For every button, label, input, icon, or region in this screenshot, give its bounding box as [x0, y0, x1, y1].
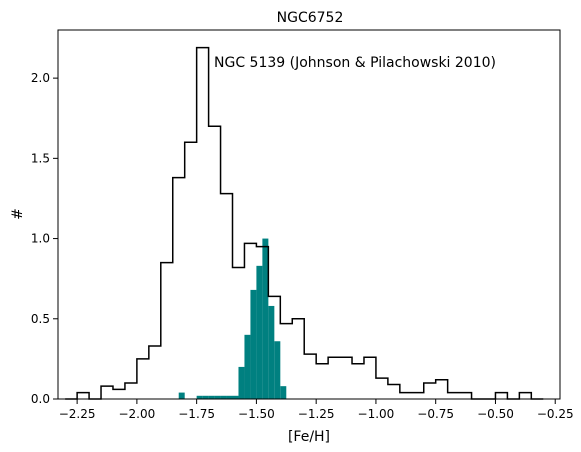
x-tick-label: −0.50	[477, 407, 514, 421]
x-tick-label: −1.50	[238, 407, 275, 421]
filled-bar	[202, 395, 209, 399]
filled-bar	[208, 395, 215, 399]
step-histogram	[65, 46, 544, 400]
step-line	[65, 46, 544, 400]
filled-bar	[232, 395, 239, 399]
filled-bar	[226, 395, 233, 399]
filled-bar	[262, 238, 269, 399]
filled-bar	[196, 395, 203, 399]
y-tick-label: 1.0	[31, 232, 50, 246]
x-tick-label: −2.25	[59, 407, 96, 421]
y-tick-label: 2.0	[31, 71, 50, 85]
filled-bar	[280, 386, 287, 399]
filled-bar	[274, 341, 281, 399]
y-tick-label: 0.0	[31, 392, 50, 406]
filled-bar	[238, 366, 245, 399]
x-tick-label: −1.25	[298, 407, 335, 421]
filled-bar	[256, 265, 263, 399]
filled-histogram	[178, 238, 287, 399]
x-tick-label: −1.75	[178, 407, 215, 421]
x-tick-label: −2.00	[118, 407, 155, 421]
filled-bar	[268, 305, 275, 399]
plot-frame	[57, 29, 561, 400]
filled-bar	[250, 289, 257, 399]
filled-bar	[244, 334, 251, 399]
chart-title: NGC6752	[277, 10, 344, 26]
chart-annotation: NGC 5139 (Johnson & Pilachowski 2010)	[214, 55, 496, 71]
x-tick-label: −0.75	[417, 407, 454, 421]
x-tick-label: −1.00	[358, 407, 395, 421]
filled-bar	[178, 392, 185, 399]
y-tick-label: 0.5	[31, 312, 50, 326]
y-tick-label: 1.5	[31, 151, 50, 165]
x-tick-label: −0.25	[537, 407, 574, 421]
x-axis-label: [Fe/H]	[288, 429, 330, 445]
y-axis-label: #	[10, 208, 26, 220]
filled-bar	[220, 395, 227, 399]
x-axis-ticks: −2.25 −2.00 −1.75 −1.50 −1.25 −1.00 −0.75 −0.50…	[59, 399, 574, 421]
y-axis-ticks: 0.0 0.5 1.0 1.5 2.0	[31, 71, 58, 406]
filled-bar	[214, 395, 221, 399]
